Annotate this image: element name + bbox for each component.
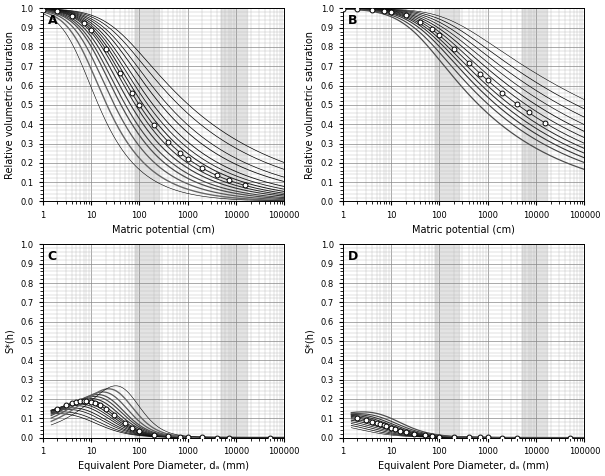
Text: B: B — [348, 14, 357, 27]
X-axis label: Equivalent Pore Diameter, dₐ (mm): Equivalent Pore Diameter, dₐ (mm) — [78, 461, 249, 471]
Bar — [135, 244, 159, 437]
Y-axis label: Relative volumetric saturation: Relative volumetric saturation — [305, 31, 315, 179]
Text: A: A — [48, 14, 57, 27]
Text: D: D — [348, 250, 358, 263]
Y-axis label: Relative volumetric saturation: Relative volumetric saturation — [5, 31, 15, 179]
Text: C: C — [48, 250, 57, 263]
X-axis label: Matric potential (cm): Matric potential (cm) — [112, 225, 215, 235]
Bar — [522, 9, 547, 201]
Bar — [221, 244, 247, 437]
X-axis label: Equivalent Pore Diameter, dₐ (mm): Equivalent Pore Diameter, dₐ (mm) — [378, 461, 549, 471]
Bar — [435, 9, 459, 201]
Bar — [221, 9, 247, 201]
Y-axis label: S*(h): S*(h) — [305, 328, 315, 353]
Bar — [522, 244, 547, 437]
Bar — [435, 244, 459, 437]
Bar — [135, 9, 159, 201]
X-axis label: Matric potential (cm): Matric potential (cm) — [412, 225, 515, 235]
Y-axis label: S*(h): S*(h) — [5, 328, 15, 353]
